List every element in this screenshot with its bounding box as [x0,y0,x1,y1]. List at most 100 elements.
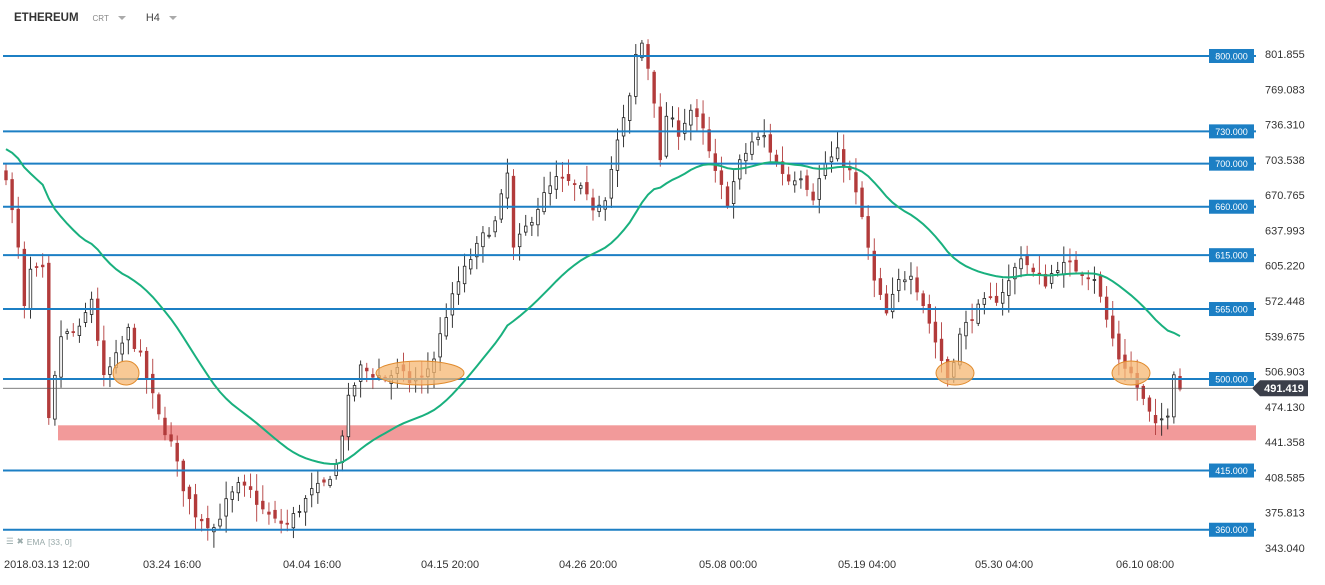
level-badge [1209,372,1254,387]
level-badge [1209,124,1254,139]
candle-body [1062,261,1066,276]
candle-body [854,172,858,193]
candle-body [756,136,760,141]
candle-body [59,336,63,378]
candle-body [560,176,565,179]
candle-body [1049,273,1054,284]
candle-body [970,319,974,321]
candle-body [750,141,754,155]
candle-body [120,342,124,355]
candle-body [829,156,834,163]
candle-body [481,232,485,248]
candle-body [921,293,925,307]
candle-body [768,134,773,153]
candle-body [34,266,39,268]
timeframe-selector[interactable]: H4 [145,12,160,24]
candle-body [328,478,332,486]
candle-body [438,333,442,358]
indicator-legend[interactable]: ☰ ✖ EMA [33, 0] [6,536,72,547]
highlight-circle [1111,360,1151,386]
indicator-name: EMA [26,536,46,547]
candle-body [511,175,516,248]
level-badge [1209,48,1254,63]
chevron-down-icon[interactable] [117,16,126,20]
candle-body [96,298,100,341]
y-tick-label: 408.585 [1265,472,1305,484]
level-badge [1209,302,1254,317]
candle-body [927,304,932,324]
candle-body [572,183,577,185]
menu-icon[interactable]: ☰ [6,536,14,546]
candle-body [1166,415,1170,418]
candle-body [303,498,308,513]
candle-body [151,373,155,394]
candle-body [640,42,644,59]
candle-body [254,490,259,505]
candle-body [1043,273,1048,287]
candle-body [365,367,369,372]
x-tick-label: 2018.03.13 12:00 [4,559,90,571]
candle-body [713,153,717,171]
candle-body [316,482,320,494]
candle-body [890,293,895,313]
candle-body [805,175,809,190]
x-tick-label: 03.24 16:00 [143,559,201,571]
candle-body [1086,277,1090,280]
y-tick-label: 343.040 [1265,543,1305,555]
candle-body [799,178,803,181]
candle-body [780,161,785,174]
candle-body [597,204,601,212]
chart-header: ETHEREUM CRT H4 [14,8,191,28]
candle-body [872,250,876,281]
x-tick-label: 04.15 20:00 [421,559,479,571]
candle-body [218,518,222,527]
candle-body [903,279,907,283]
candle-body [731,181,736,204]
y-tick-label: 801.855 [1265,49,1305,61]
candle-body [878,278,883,295]
y-tick-label: 670.765 [1265,190,1305,202]
current-price-badge [1252,380,1308,397]
candle-body [542,192,546,213]
level-badge-label: 615.000 [1215,251,1248,261]
chart-mode-selector[interactable]: CRT [92,13,109,23]
highlight-circle [935,360,975,386]
symbol-selector[interactable]: ETHEREUM [14,12,79,24]
candle-body [725,186,730,207]
candle-body [261,500,265,510]
y-tick-label: 441.358 [1265,437,1305,449]
candle-body [707,129,711,152]
candle-body [897,279,901,291]
candle-body [1000,292,1005,304]
candle-body [1080,274,1084,277]
level-badge-label: 565.000 [1215,305,1248,315]
candle-body [102,340,106,376]
level-badge-label: 730.000 [1215,127,1248,137]
candle-body [469,259,473,270]
candle-body [1141,385,1146,399]
y-tick-label: 703.538 [1265,155,1305,167]
candle-body [793,180,797,186]
candle-body [279,520,283,524]
candle-body [634,54,638,97]
level-badge-label: 360.000 [1215,525,1248,535]
candle-body [664,115,669,157]
candle-body [658,106,662,161]
candle-body [621,117,626,137]
highlight-circle [375,360,465,386]
level-badge [1209,156,1254,171]
chevron-down-icon[interactable] [168,16,177,20]
level-badge [1209,248,1254,263]
candle-body [487,234,491,237]
candle-body [230,491,234,500]
candle-body [224,498,228,517]
candle-body [199,518,204,522]
candle-body [450,293,455,316]
y-tick-label: 637.993 [1265,225,1305,237]
candle-body [566,174,571,182]
candle-body [958,333,962,366]
candle-body [554,176,559,190]
candle-body [1092,279,1097,281]
close-icon[interactable]: ✖ [16,536,24,546]
